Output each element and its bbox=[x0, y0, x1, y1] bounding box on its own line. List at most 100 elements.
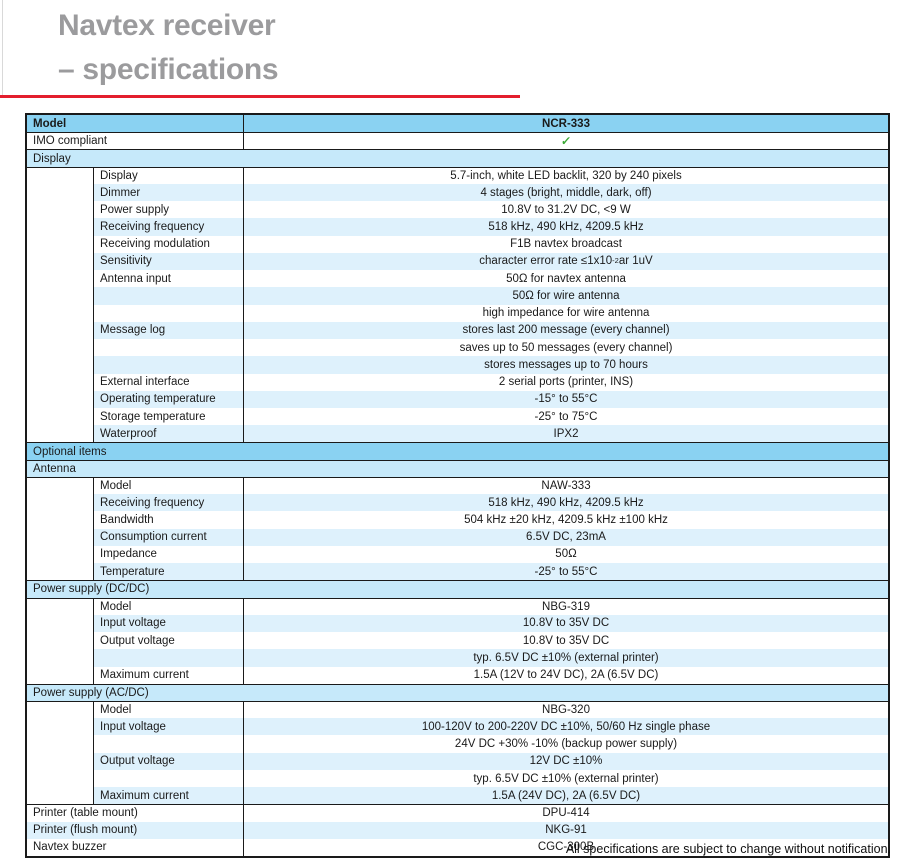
indent-cell bbox=[27, 252, 94, 271]
spec-row: External interface 2 serial ports (printe… bbox=[27, 373, 888, 391]
indent-cell bbox=[27, 304, 94, 322]
section-label: Power supply (AC/DC) bbox=[33, 686, 149, 699]
indent-cell bbox=[27, 649, 94, 667]
title-underline bbox=[0, 95, 520, 98]
indent-cell bbox=[27, 528, 94, 546]
spec-row: Receiving modulation F1B navtex broadcast bbox=[27, 235, 888, 253]
spec-label: Navtex buzzer bbox=[27, 838, 244, 857]
spec-label: Output voltage bbox=[94, 752, 244, 770]
spec-value: NBG-320 bbox=[244, 701, 888, 719]
indent-cell bbox=[27, 494, 94, 512]
spec-row: Input voltage 100-120V to 200-220V DC ±10… bbox=[27, 718, 888, 736]
indent-cell bbox=[27, 787, 94, 805]
spec-label: Bandwidth bbox=[94, 511, 244, 529]
indent-cell bbox=[27, 614, 94, 633]
spec-label bbox=[94, 649, 244, 667]
spec-row: high impedance for wire antenna bbox=[27, 304, 888, 322]
spec-value: typ. 6.5V DC ±10% (external printer) bbox=[244, 649, 888, 667]
spec-label bbox=[94, 356, 244, 374]
spec-value: 518 kHz, 490 kHz, 4209.5 kHz bbox=[244, 494, 888, 512]
spec-value: 50Ω for wire antenna bbox=[244, 287, 888, 305]
spec-row: Bandwidth 504 kHz ±20 kHz, 4209.5 kHz ±10… bbox=[27, 511, 888, 529]
spec-row: IMO compliant ✓ bbox=[27, 132, 888, 150]
indent-cell bbox=[27, 235, 94, 253]
spec-row: Receiving frequency 518 kHz, 490 kHz, 420… bbox=[27, 494, 888, 512]
spec-label: Operating temperature bbox=[94, 390, 244, 408]
indent-cell bbox=[27, 339, 94, 357]
section-label: Optional items bbox=[33, 445, 107, 458]
spec-value: -25° to 75°C bbox=[244, 407, 888, 426]
spec-label bbox=[94, 287, 244, 305]
spec-value: NKG-91 bbox=[244, 821, 888, 839]
spec-label: Maximum current bbox=[94, 666, 244, 684]
spec-row: typ. 6.5V DC ±10% (external printer) bbox=[27, 769, 888, 788]
spec-label: Temperature bbox=[94, 563, 244, 581]
spec-label: Power supply bbox=[94, 201, 244, 219]
indent-cell bbox=[27, 201, 94, 219]
indent-cell bbox=[27, 477, 94, 495]
indent-cell bbox=[27, 373, 94, 391]
indent-cell bbox=[27, 287, 94, 305]
spec-value: 100-120V to 200-220V DC ±10%, 50/60 Hz s… bbox=[244, 718, 888, 736]
spec-row: 50Ω for wire antenna bbox=[27, 287, 888, 305]
footer-note: All specifications are subject to change… bbox=[565, 842, 891, 856]
spec-label: Impedance bbox=[94, 545, 244, 564]
spec-label: Model bbox=[94, 477, 244, 495]
spec-value: saves up to 50 messages (every channel) bbox=[244, 339, 888, 357]
indent-cell bbox=[27, 769, 94, 788]
spec-row: Message log stores last 200 message (ever… bbox=[27, 321, 888, 340]
section-label: Power supply (DC/DC) bbox=[33, 583, 150, 596]
spec-label: Waterproof bbox=[94, 425, 244, 443]
spec-row: Dimmer 4 stages (bright, middle, dark, of… bbox=[27, 183, 888, 202]
spec-label: Output voltage bbox=[94, 632, 244, 650]
spec-row: Output voltage 10.8V to 35V DC bbox=[27, 632, 888, 650]
section-row: Antenna bbox=[27, 459, 888, 477]
spec-label bbox=[94, 735, 244, 753]
page-title: Navtex receiver – specifications bbox=[58, 4, 279, 92]
spec-label: Receiving frequency bbox=[94, 494, 244, 512]
indent-cell bbox=[27, 183, 94, 202]
indent-cell bbox=[27, 321, 94, 340]
spec-label: Display bbox=[94, 167, 244, 184]
spec-value: 10.8V to 35V DC bbox=[244, 614, 888, 633]
spec-value: 1.5A (12V to 24V DC), 2A (6.5V DC) bbox=[244, 666, 888, 684]
indent-cell bbox=[27, 407, 94, 426]
spec-value: ✓ bbox=[244, 133, 888, 150]
indent-cell bbox=[27, 511, 94, 529]
spec-value: IPX2 bbox=[244, 425, 888, 443]
spec-value: 2 serial ports (printer, INS) bbox=[244, 373, 888, 391]
spec-row: Sensitivity character error rate ≤1x10 -2 … bbox=[27, 252, 888, 271]
spec-row: Storage temperature -25° to 75°C bbox=[27, 407, 888, 426]
spec-value: 6.5V DC, 23mA bbox=[244, 528, 888, 546]
indent-cell bbox=[27, 218, 94, 236]
spec-table: Model NCR-333 IMO compliant ✓ Display Display… bbox=[25, 113, 890, 859]
spec-label: Sensitivity bbox=[94, 252, 244, 271]
spec-row: Temperature -25° to 55°C bbox=[27, 563, 888, 581]
spec-row: Input voltage 10.8V to 35V DC bbox=[27, 614, 888, 633]
indent-cell bbox=[27, 545, 94, 564]
indent-cell bbox=[27, 356, 94, 374]
spec-value: stores last 200 message (every channel) bbox=[244, 321, 888, 340]
spec-value: stores messages up to 70 hours bbox=[244, 356, 888, 374]
header-model-value: NCR-333 bbox=[542, 117, 590, 130]
section-label: Antenna bbox=[33, 462, 76, 475]
spec-row: Receiving frequency 518 kHz, 490 kHz, 420… bbox=[27, 218, 888, 236]
spec-value: typ. 6.5V DC ±10% (external printer) bbox=[244, 769, 888, 788]
spec-label: Model bbox=[94, 701, 244, 719]
indent-cell bbox=[27, 735, 94, 753]
spec-value: -15° to 55°C bbox=[244, 390, 888, 408]
section-label: Display bbox=[33, 152, 71, 165]
spec-row: Waterproof IPX2 bbox=[27, 425, 888, 443]
spec-row: saves up to 50 messages (every channel) bbox=[27, 339, 888, 357]
spec-label: Message log bbox=[94, 321, 244, 340]
spec-row: Model NBG-319 bbox=[27, 597, 888, 615]
spec-value: 50Ω bbox=[244, 545, 888, 564]
spec-row: Printer (flush mount) NKG-91 bbox=[27, 821, 888, 839]
spec-label bbox=[94, 304, 244, 322]
spec-row: Operating temperature -15° to 55°C bbox=[27, 390, 888, 408]
page-title-line2: – specifications bbox=[58, 53, 279, 86]
spec-value: 12V DC ±10% bbox=[244, 752, 888, 770]
spec-row: Display 5.7-inch, white LED backlit, 320 … bbox=[27, 166, 888, 184]
header-model-label: Model bbox=[27, 115, 244, 133]
spec-value: CGC-300B bbox=[244, 838, 888, 857]
